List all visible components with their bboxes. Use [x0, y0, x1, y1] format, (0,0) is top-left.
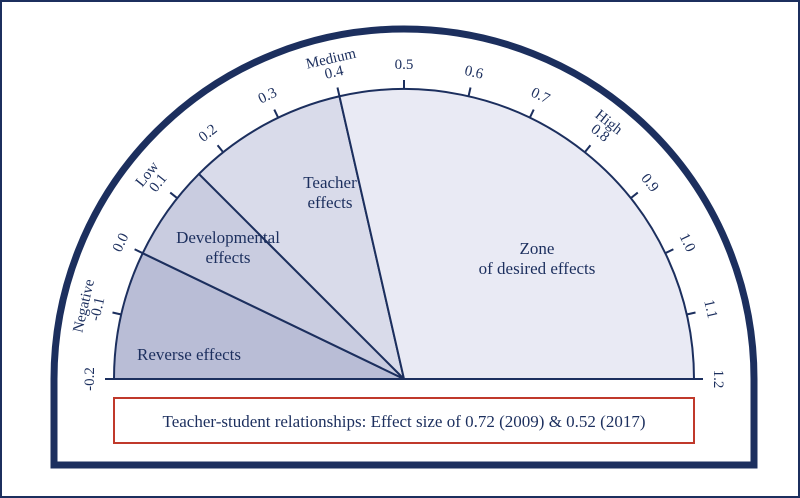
segment-teacher-effects: [197, 95, 405, 380]
tick-label: 1.2: [710, 370, 726, 389]
segment-label-line: effects: [308, 193, 353, 212]
caption-text: Teacher-student relationships: Effect si…: [163, 412, 646, 431]
tick-label: -0.1: [87, 296, 108, 323]
tick-mark: [273, 109, 280, 119]
caption-box: [113, 397, 695, 444]
tick-label: 0.0: [110, 231, 133, 255]
tick-label: 0.4: [323, 63, 345, 83]
segment-label-line: of desired effects: [479, 259, 596, 278]
segment-zone-of-desired-effects: [338, 88, 695, 380]
tick-mark: [112, 311, 122, 316]
segment-label-line: effects: [206, 248, 251, 267]
tick-mark: [664, 248, 674, 255]
segment-label-line: Reverse effects: [137, 345, 241, 364]
tick-mark: [528, 109, 535, 119]
tick-label: 1.0: [676, 231, 699, 255]
tick-label: 0.3: [256, 85, 280, 108]
tick-labels: -0.2-0.10.00.10.20.30.4 0.5 0.60.70.80.91.…: [82, 57, 726, 391]
ticks: [105, 80, 703, 380]
tick-mark: [134, 248, 144, 255]
segment-label-zone-of-desired-effects: Zone of desired effects: [479, 239, 596, 278]
tick-label: 1.1: [700, 298, 720, 320]
segment-label-teacher-effects: Teacher effects: [303, 173, 357, 212]
segment-label-line: Zone: [520, 239, 555, 258]
tick-label: 0.5: [395, 57, 414, 73]
tick-label: -0.2: [82, 367, 98, 391]
tick-label: 0.7: [528, 85, 552, 108]
tick-mark: [336, 87, 341, 97]
tick-mark: [169, 191, 178, 199]
segment-label-line: Developmental: [176, 228, 280, 247]
segment-label-line: Teacher: [303, 173, 357, 192]
tick-mark: [686, 311, 696, 316]
segment-label-developmental-effects: Developmental effects: [176, 228, 280, 267]
tick-mark: [467, 87, 472, 97]
segment-label-reverse-effects: Reverse effects: [137, 345, 241, 364]
tick-mark: [630, 191, 639, 199]
segment-reverse-effects: [113, 252, 405, 380]
tick-label: 0.6: [463, 63, 485, 83]
tick-mark: [216, 144, 224, 153]
tick-mark: [584, 144, 592, 153]
outer-arch: [50, 25, 758, 469]
